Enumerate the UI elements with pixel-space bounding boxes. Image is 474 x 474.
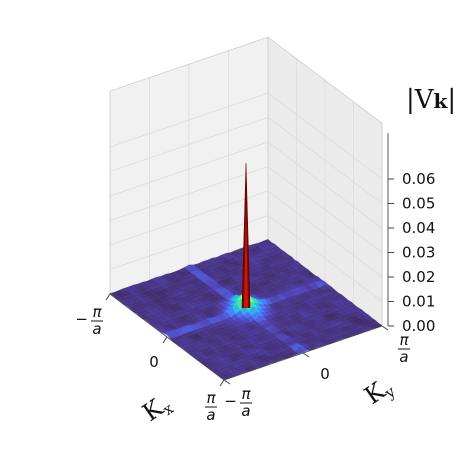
y-axis-title: Ky xyxy=(359,372,399,413)
x-axis-title: Kx xyxy=(137,389,177,430)
peak-spike-highlight xyxy=(244,203,248,308)
x-tick-label-num: π xyxy=(92,303,102,321)
y-tick-label: 0 xyxy=(320,365,330,383)
x-tick-label: 0 xyxy=(149,353,159,371)
x-tick-mark xyxy=(162,336,168,344)
pane-edge xyxy=(267,36,383,124)
x-tick-label-den: a xyxy=(92,320,101,338)
z-tick-label: 0.04 xyxy=(402,219,435,237)
central-peak xyxy=(241,162,251,308)
surface-plot xyxy=(109,239,383,380)
x-tick-mark xyxy=(219,379,225,387)
z-tick-label: 0.00 xyxy=(402,317,435,335)
y-tick-label: πa xyxy=(398,331,410,366)
y-tick-mark xyxy=(381,325,389,331)
y-tick-label-num: π xyxy=(241,385,251,403)
z-tick-label: 0.02 xyxy=(402,268,435,286)
x-tick-label-num: π xyxy=(206,389,216,407)
z-tick-label: 0.01 xyxy=(402,293,435,311)
x-tick-label-sign: − xyxy=(75,310,88,328)
y-tick-mark xyxy=(302,352,310,358)
x-tick-label-den: a xyxy=(206,406,215,424)
y-tick-label-den: a xyxy=(399,348,408,366)
z-tick-label: 0.06 xyxy=(402,170,435,188)
y-tick-label: − πa xyxy=(224,385,252,420)
x-tick-label: πa xyxy=(205,389,217,424)
y-tick-label-text: 0 xyxy=(320,365,330,383)
y-tick-mark xyxy=(223,379,231,385)
y-tick-label-sign: − xyxy=(224,392,237,410)
z-tick-label: 0.03 xyxy=(402,244,435,262)
x-tick-label: − πa xyxy=(75,303,103,338)
x-tick-label-text: 0 xyxy=(149,353,159,371)
y-tick-label-num: π xyxy=(399,331,409,349)
y-tick-label-den: a xyxy=(241,402,250,420)
surface-cell xyxy=(220,375,230,380)
x-tick-mark xyxy=(105,293,111,301)
z-tick-label: 0.05 xyxy=(402,195,435,213)
pane-edge xyxy=(109,36,269,92)
z-axis-title: |Vk| xyxy=(406,85,456,115)
